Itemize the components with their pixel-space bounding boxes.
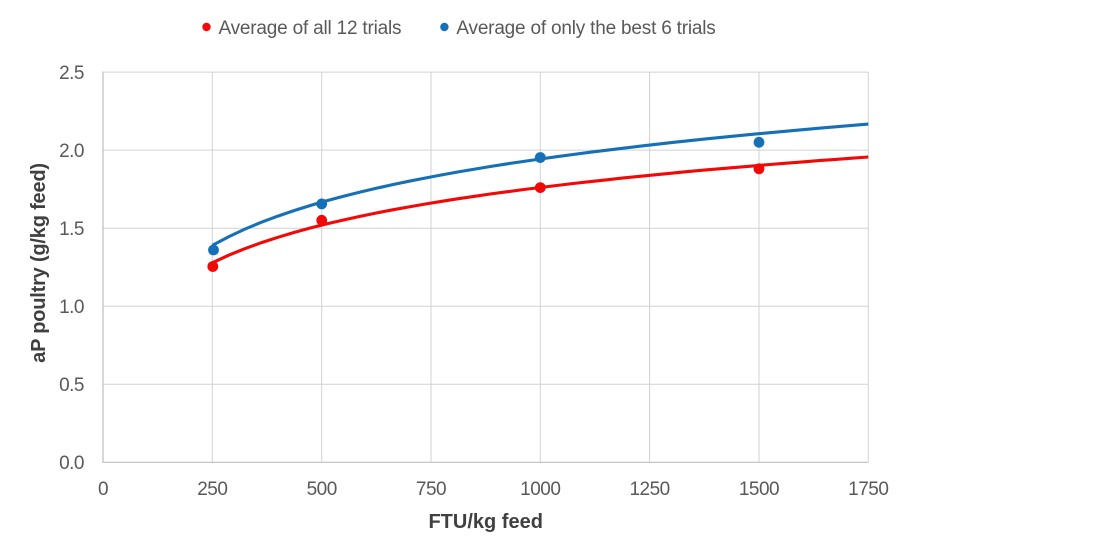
svg-text:2.0: 2.0 — [59, 141, 84, 162]
svg-text:0: 0 — [98, 479, 108, 500]
svg-text:1.5: 1.5 — [59, 219, 84, 240]
svg-text:Average of only the best 6 tri: Average of only the best 6 trials — [456, 18, 715, 39]
svg-text:1750: 1750 — [848, 479, 888, 500]
svg-text:2.5: 2.5 — [59, 63, 84, 84]
svg-text:Average of all 12 trials: Average of all 12 trials — [219, 18, 402, 39]
svg-text:500: 500 — [307, 479, 337, 500]
svg-text:0.5: 0.5 — [59, 375, 84, 396]
svg-text:250: 250 — [197, 479, 227, 500]
svg-text:750: 750 — [416, 479, 446, 500]
svg-text:1.0: 1.0 — [59, 297, 84, 318]
svg-text:1500: 1500 — [739, 479, 779, 500]
svg-text:1250: 1250 — [629, 479, 669, 500]
svg-text:aP poultry (g/kg feed): aP poultry (g/kg feed) — [28, 163, 50, 363]
svg-text:FTU/kg feed: FTU/kg feed — [428, 511, 542, 533]
svg-text:1000: 1000 — [520, 479, 560, 500]
svg-text:0.0: 0.0 — [59, 453, 84, 474]
